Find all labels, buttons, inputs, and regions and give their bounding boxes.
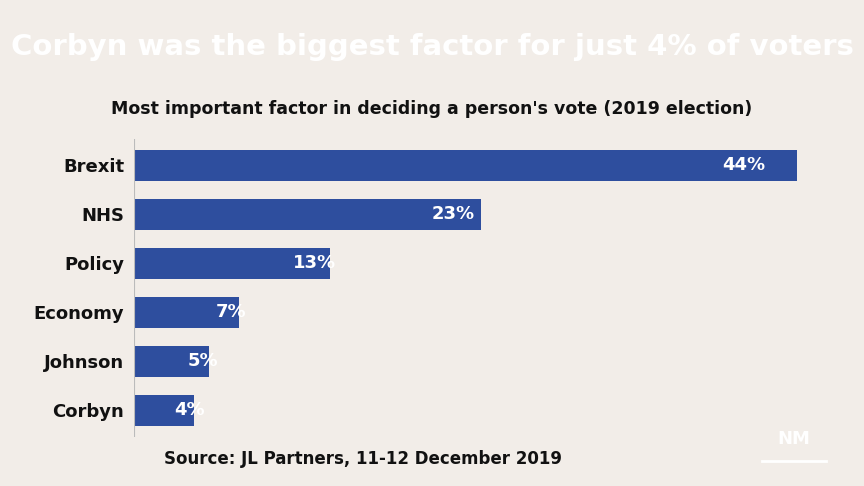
Bar xyxy=(134,199,480,230)
Text: 23%: 23% xyxy=(431,206,474,224)
Text: Corbyn was the biggest factor for just 4% of voters: Corbyn was the biggest factor for just 4… xyxy=(10,34,854,61)
Bar xyxy=(134,395,194,426)
Bar xyxy=(134,248,330,278)
Bar xyxy=(134,297,239,328)
Text: Source: JL Partners, 11-12 December 2019: Source: JL Partners, 11-12 December 2019 xyxy=(164,450,562,469)
Text: 7%: 7% xyxy=(216,303,246,321)
Text: 5%: 5% xyxy=(188,352,219,370)
Text: 4%: 4% xyxy=(174,401,205,419)
Bar xyxy=(134,150,797,181)
Bar xyxy=(134,346,209,377)
Text: 44%: 44% xyxy=(722,156,766,174)
Text: 13%: 13% xyxy=(293,255,336,273)
Text: Most important factor in deciding a person's vote (2019 election): Most important factor in deciding a pers… xyxy=(111,100,753,118)
Text: NM: NM xyxy=(778,430,810,448)
